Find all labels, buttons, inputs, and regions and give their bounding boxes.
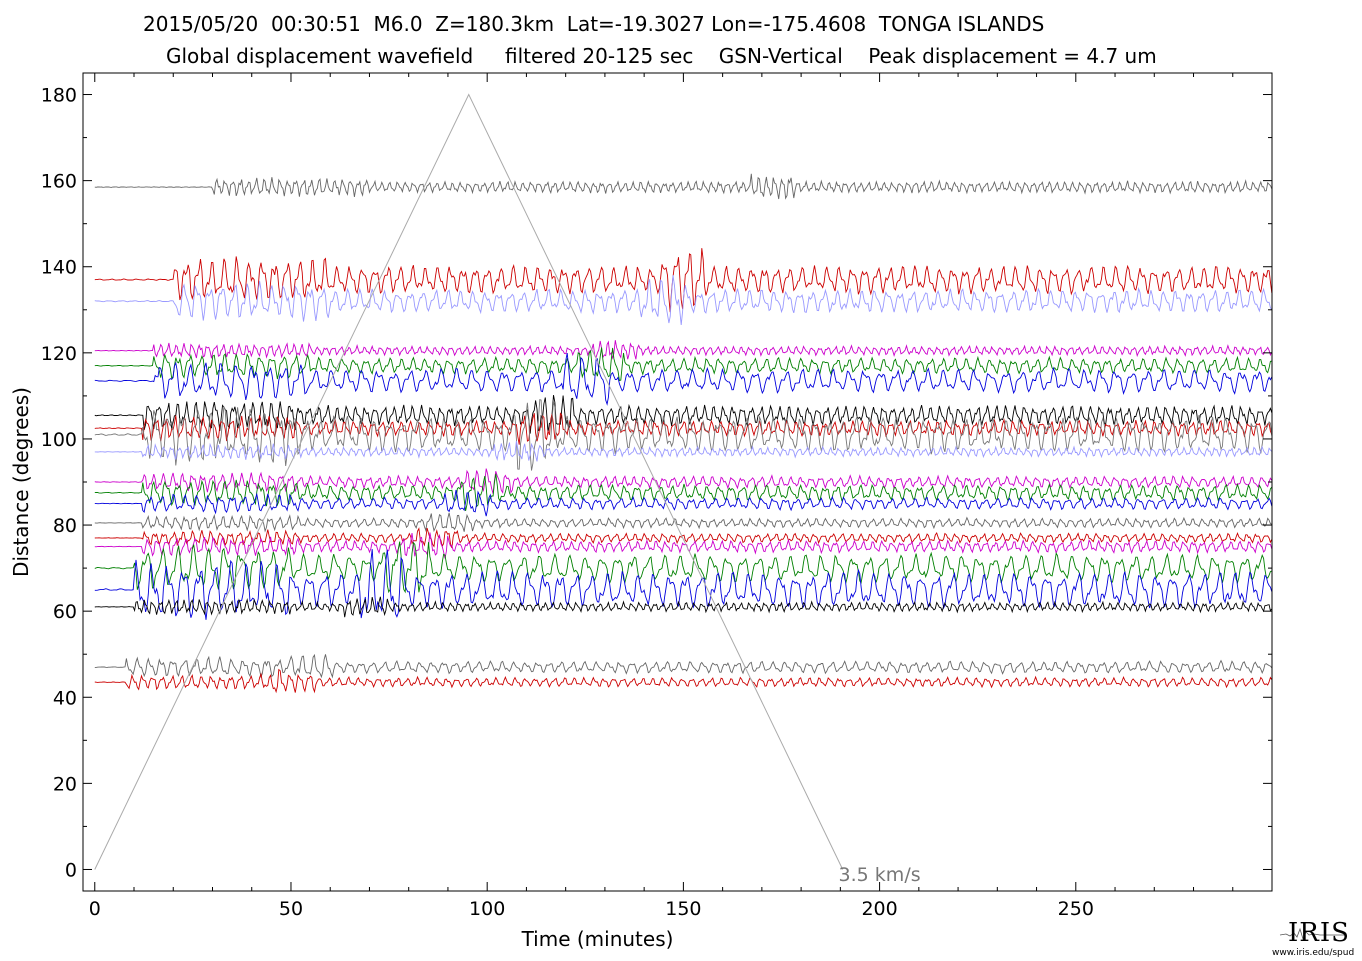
annotation-layer: 3.5 km/s bbox=[839, 864, 921, 886]
y-tick-label: 0 bbox=[65, 859, 77, 881]
y-axis-label: Distance (degrees) bbox=[9, 387, 33, 577]
seismogram-trace bbox=[94, 512, 1272, 533]
y-tick-label: 40 bbox=[53, 687, 77, 709]
y-tick-label: 160 bbox=[41, 171, 77, 193]
seismogram-trace bbox=[94, 353, 1273, 406]
seismogram-trace bbox=[94, 541, 1272, 594]
iris-logo-text: IRIS bbox=[1288, 918, 1350, 948]
velocity-line-layer bbox=[94, 93, 844, 870]
y-tick-label: 120 bbox=[41, 343, 77, 365]
x-tick-label: 50 bbox=[279, 898, 303, 920]
velocity-line bbox=[94, 93, 844, 870]
x-tick-label: 250 bbox=[1058, 898, 1094, 920]
seismogram-trace bbox=[94, 412, 1273, 445]
velocity-annotation: 3.5 km/s bbox=[839, 864, 921, 886]
x-tick-label: 0 bbox=[89, 898, 101, 920]
seismogram-trace bbox=[94, 275, 1273, 325]
seismogram-trace bbox=[94, 340, 1273, 360]
y-axis: 0 20 40 60 80 100 120 140 160 180 bbox=[41, 85, 1272, 881]
seismogram-trace bbox=[94, 347, 1272, 382]
seismogram-trace bbox=[94, 532, 1273, 559]
chart-title-line2: Global displacement wavefield filtered 2… bbox=[166, 44, 1157, 68]
iris-logo-url: www.iris.edu/spud bbox=[1272, 948, 1355, 958]
y-tick-label: 80 bbox=[53, 515, 77, 537]
seismogram-trace bbox=[94, 489, 1273, 517]
seismogram-trace bbox=[94, 527, 1273, 549]
y-tick-label: 100 bbox=[41, 429, 77, 451]
x-axis: 0 50 100 150 200 250 bbox=[89, 73, 1234, 920]
seismogram-trace bbox=[94, 653, 1273, 679]
y-tick-label: 180 bbox=[41, 85, 77, 107]
seismogram-trace bbox=[94, 549, 1273, 620]
seismogram-trace bbox=[94, 468, 1273, 494]
x-axis-label: Time (minutes) bbox=[521, 927, 674, 951]
y-tick-label: 60 bbox=[53, 601, 77, 623]
seismogram-trace bbox=[94, 398, 1273, 471]
seismogram-trace bbox=[94, 473, 1273, 511]
seismogram-trace bbox=[94, 173, 1273, 200]
seismogram-trace bbox=[94, 596, 1273, 618]
trace-layer bbox=[94, 173, 1273, 694]
seismogram-trace bbox=[94, 668, 1273, 694]
x-tick-label: 100 bbox=[469, 898, 505, 920]
x-tick-label: 200 bbox=[861, 898, 897, 920]
iris-logo-mark bbox=[1279, 927, 1345, 941]
y-tick-label: 20 bbox=[53, 773, 77, 795]
x-tick-label: 150 bbox=[665, 898, 701, 920]
chart-title-line1: 2015/05/20 00:30:51 M6.0 Z=180.3km Lat=-… bbox=[143, 12, 1045, 36]
y-tick-label: 140 bbox=[41, 257, 77, 279]
seismogram-trace bbox=[94, 441, 1273, 462]
